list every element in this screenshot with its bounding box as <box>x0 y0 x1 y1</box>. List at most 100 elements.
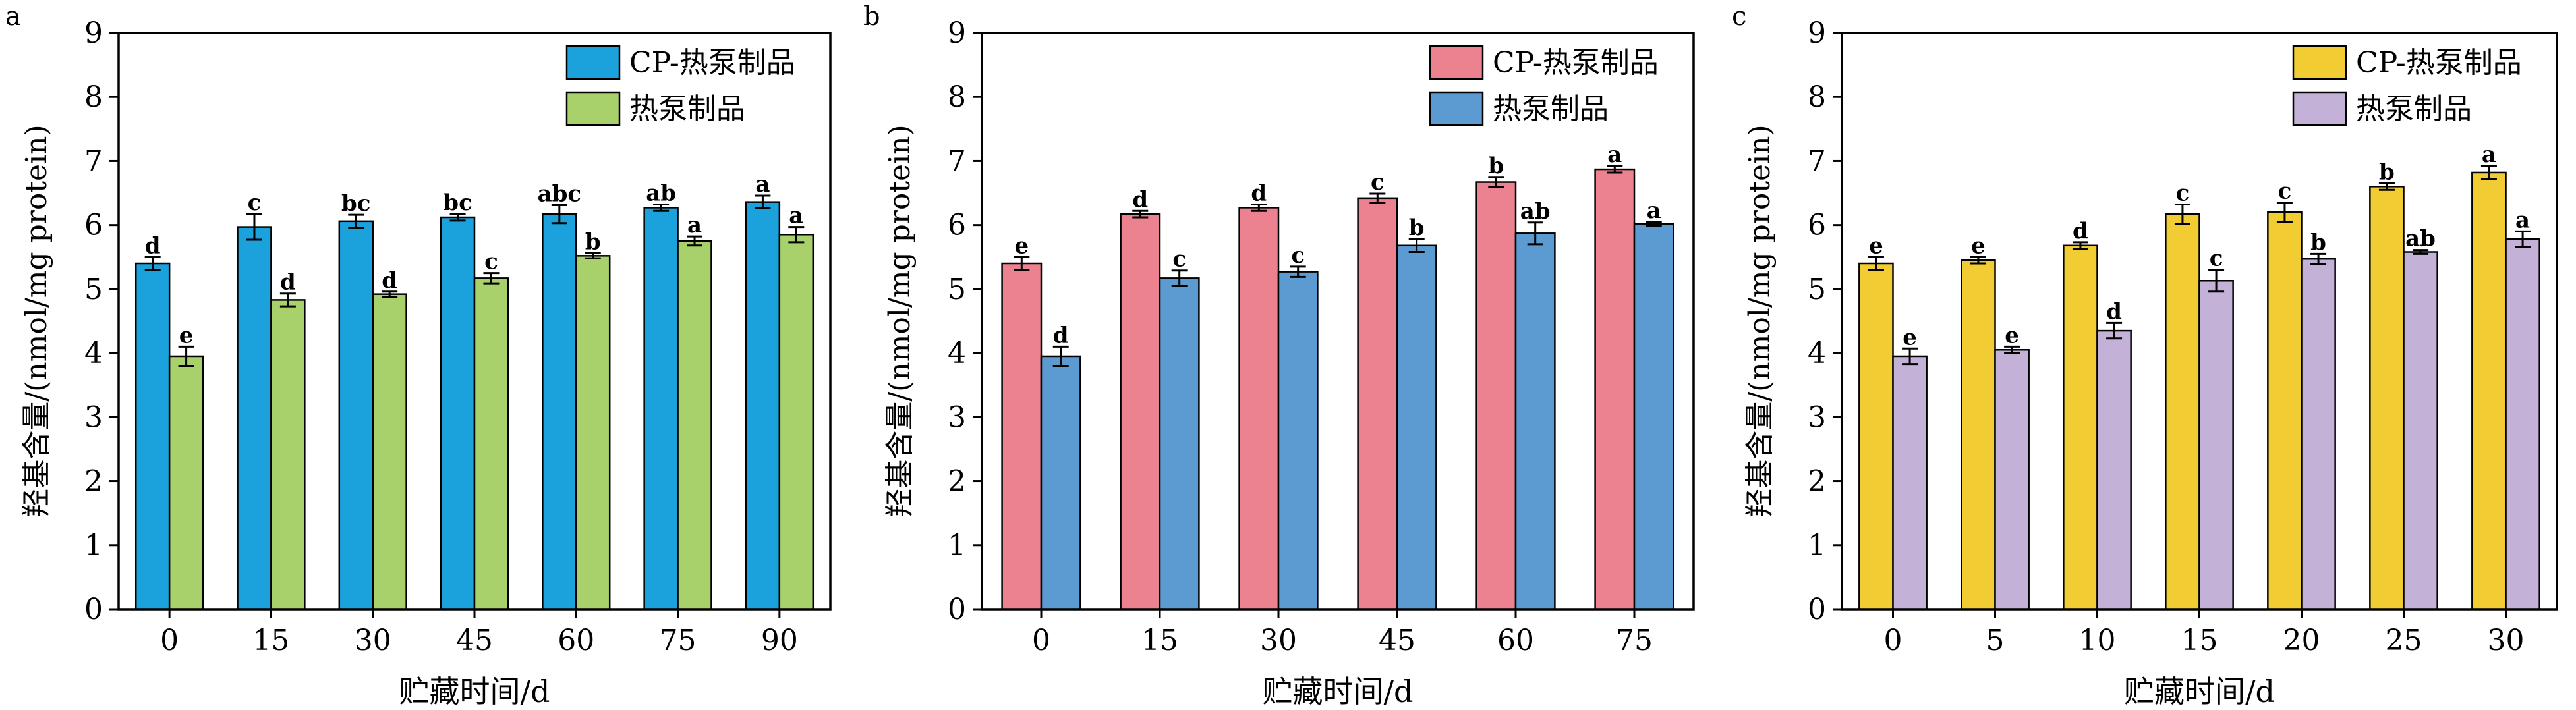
plot-frame <box>1841 32 2558 611</box>
bar <box>2505 238 2540 611</box>
significance-letter: c <box>2176 180 2190 207</box>
significance-letter: a <box>1647 198 1661 224</box>
x-tick-label: 30 <box>355 624 391 657</box>
y-tick-label: 5 <box>84 273 103 306</box>
bar <box>575 255 611 611</box>
bar <box>1277 271 1319 611</box>
legend-swatch <box>565 91 621 126</box>
legend-label: CP-热泵制品 <box>629 46 795 80</box>
significance-letter: bc <box>341 190 370 217</box>
bar <box>643 207 679 611</box>
plot-frame <box>981 32 1695 611</box>
y-tick-label: 2 <box>84 465 103 499</box>
x-tick-label: 20 <box>2283 624 2320 657</box>
x-tick-label: 15 <box>2181 624 2218 657</box>
y-tick-label: 9 <box>1808 16 1826 50</box>
significance-letter: e <box>1869 232 1883 259</box>
x-tick-label: 10 <box>2079 624 2116 657</box>
plot-frame <box>117 32 832 611</box>
legend-swatch <box>2292 45 2347 80</box>
x-tick-label: 0 <box>160 624 179 657</box>
y-tick-label: 5 <box>948 273 966 306</box>
y-axis-title: 羟基含量/(nmol/mg protein) <box>20 124 53 517</box>
bar <box>2471 171 2507 611</box>
bar <box>440 216 476 611</box>
significance-letter: bc <box>443 190 472 216</box>
y-tick-label: 7 <box>84 144 103 178</box>
y-tick-label: 9 <box>84 16 103 50</box>
bar <box>2063 244 2098 611</box>
y-tick-label: 7 <box>948 144 966 178</box>
panel-label: c <box>1732 1 1746 32</box>
bar <box>372 293 407 611</box>
x-axis-title: 贮藏时间/d <box>2124 674 2275 709</box>
bar <box>1396 244 1437 611</box>
bar <box>1892 355 1928 611</box>
y-tick-label: 8 <box>84 80 103 114</box>
significance-letter: e <box>179 322 194 348</box>
significance-letter: c <box>248 190 262 216</box>
x-tick-label: 75 <box>660 624 697 657</box>
y-tick-label: 8 <box>1808 80 1826 114</box>
significance-letter: e <box>1971 232 1986 259</box>
y-tick-label: 5 <box>1808 273 1826 306</box>
x-tick-label: 15 <box>252 624 289 657</box>
significance-letter: c <box>2210 246 2223 272</box>
bar <box>2403 251 2438 611</box>
y-axis-title: 羟基含量/(nmol/mg protein) <box>883 124 917 517</box>
bar <box>270 299 306 611</box>
significance-letter: c <box>2278 178 2292 205</box>
bar <box>745 201 781 611</box>
significance-letter: c <box>1291 242 1305 269</box>
y-tick-label: 7 <box>1808 144 1826 178</box>
significance-letter: c <box>484 249 498 275</box>
significance-letter: ab <box>2405 226 2436 252</box>
y-tick-label: 6 <box>84 209 103 242</box>
bar <box>2198 280 2234 611</box>
x-tick-label: 0 <box>1884 624 1903 657</box>
bar <box>778 234 815 611</box>
x-tick-label: 0 <box>1032 624 1050 657</box>
y-tick-label: 3 <box>84 400 103 434</box>
y-tick-label: 9 <box>948 16 966 50</box>
significance-letter: ab <box>1520 198 1551 225</box>
significance-letter: e <box>1903 324 1917 350</box>
x-tick-label: 5 <box>1986 624 2005 657</box>
y-tick-label: 6 <box>1808 209 1826 242</box>
y-tick-label: 0 <box>948 593 966 626</box>
significance-letter: d <box>1053 322 1069 348</box>
x-tick-label: 15 <box>1141 624 1178 657</box>
y-axis-title: 羟基含量/(nmol/mg protein) <box>1743 124 1777 517</box>
y-tick-label: 1 <box>1808 529 1826 562</box>
bar <box>134 262 171 611</box>
bar <box>2301 258 2336 611</box>
legend-label: 热泵制品 <box>2356 92 2472 126</box>
legend-label: 热泵制品 <box>629 92 745 126</box>
x-tick-label: 25 <box>2386 624 2422 657</box>
legend-swatch <box>565 45 621 80</box>
x-axis-title: 贮藏时间/d <box>1263 674 1414 709</box>
x-tick-label: 30 <box>1260 624 1297 657</box>
x-tick-label: 60 <box>1497 624 1534 657</box>
legend-swatch <box>1429 45 1484 80</box>
significance-letter: a <box>789 203 803 229</box>
bar <box>338 220 374 611</box>
bar <box>2096 329 2132 611</box>
bar <box>168 355 204 611</box>
x-tick-label: 45 <box>1379 624 1416 657</box>
bar <box>1514 232 1556 611</box>
bar <box>237 226 272 611</box>
bar <box>1238 207 1280 611</box>
x-tick-label: 75 <box>1616 624 1653 657</box>
significance-letter: a <box>2482 142 2496 168</box>
bar <box>1040 355 1081 611</box>
y-tick-label: 2 <box>1808 465 1826 499</box>
bar <box>2165 213 2200 611</box>
panel-label: b <box>863 1 880 32</box>
significance-letter: b <box>2379 159 2395 185</box>
y-tick-label: 4 <box>1808 337 1826 370</box>
y-tick-label: 3 <box>948 400 966 434</box>
significance-letter: a <box>755 171 770 198</box>
legend-label: 热泵制品 <box>1493 92 1609 126</box>
